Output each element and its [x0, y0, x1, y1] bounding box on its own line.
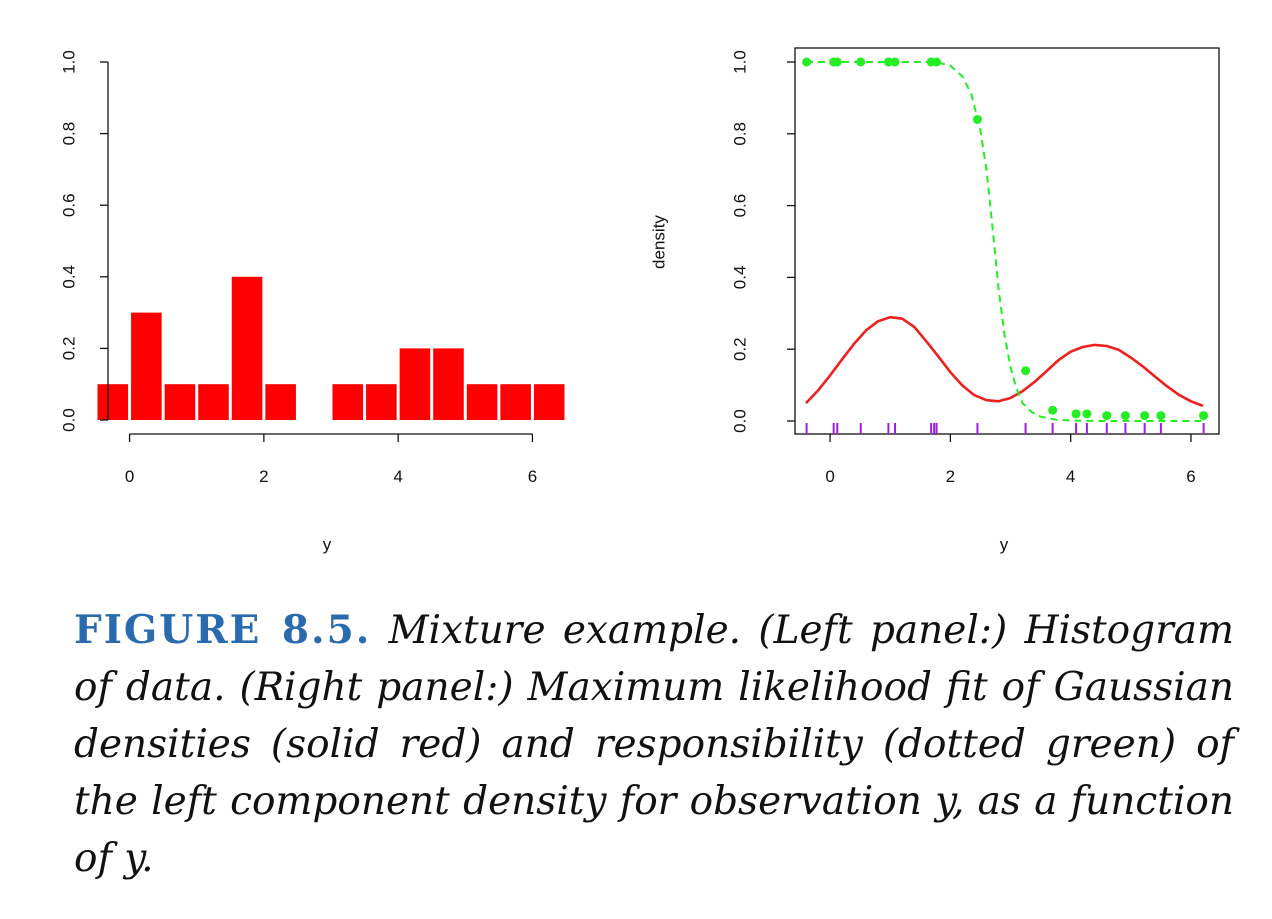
x-axis-title: y — [1000, 535, 1009, 554]
responsibility-point — [832, 57, 842, 67]
responsibility-line — [806, 61, 1203, 422]
histogram-bar — [332, 384, 364, 420]
responsibility-point — [1140, 411, 1150, 421]
histogram-bar — [366, 384, 397, 420]
responsibility-point — [1156, 411, 1166, 421]
histogram-bar — [97, 384, 129, 420]
responsibility-point — [972, 114, 982, 124]
histogram-bar — [466, 384, 498, 420]
x-tick-label: 4 — [393, 467, 402, 486]
histogram-bar — [265, 384, 296, 420]
responsibility-point — [932, 57, 942, 67]
y-tick-label: 0.6 — [59, 193, 78, 217]
y-tick-label: 0.4 — [59, 265, 78, 289]
responsibility-point — [1021, 366, 1031, 376]
y-tick-label: 1.0 — [59, 50, 78, 74]
y-tick-label: 0.8 — [59, 122, 78, 146]
histogram-bar — [198, 384, 229, 420]
histogram-bar — [533, 384, 565, 420]
y-tick-label: 0.4 — [730, 266, 749, 290]
x-tick-label: 2 — [259, 467, 268, 486]
responsibility-point — [1071, 409, 1081, 419]
responsibility-point — [1082, 409, 1092, 419]
x-tick-label: 4 — [1066, 467, 1075, 486]
x-tick-label: 0 — [125, 467, 134, 486]
y-axis-title: density — [649, 215, 668, 269]
x-tick-label: 6 — [1186, 467, 1195, 486]
responsibility-point — [856, 57, 866, 67]
responsibility-point — [1120, 411, 1130, 421]
x-axis-title: y — [323, 535, 332, 554]
caption-text: Mixture example. (Left panel:) Histogram… — [74, 608, 1234, 881]
y-tick-label: 0.0 — [59, 408, 78, 432]
plot-frame — [794, 47, 1220, 435]
density-line — [805, 315, 1204, 408]
responsibility-point — [1102, 411, 1112, 421]
responsibility-point — [802, 57, 812, 67]
y-tick-label: 0.8 — [730, 122, 749, 146]
histogram-bar — [164, 384, 196, 420]
figure-caption: FIGURE 8.5. Mixture example. (Left panel… — [74, 602, 1234, 887]
x-tick-label: 2 — [946, 467, 955, 486]
y-tick-label: 0.2 — [59, 337, 78, 361]
histogram-bar — [231, 276, 263, 420]
x-tick-label: 0 — [825, 467, 834, 486]
responsibility-point — [883, 57, 893, 67]
histogram-bar — [433, 348, 464, 420]
x-tick-label: 6 — [528, 467, 537, 486]
responsibility-point — [1048, 405, 1058, 415]
caption-label: FIGURE 8.5. — [74, 607, 372, 653]
histogram-bar — [399, 348, 431, 420]
responsibility-point — [890, 57, 900, 67]
y-tick-label: 0.2 — [730, 337, 749, 361]
y-tick-label: 0.6 — [730, 194, 749, 218]
right-panel-density: 0.0 0.2 0.4 0.6 0.8 1.0 density 0 2 4 6 y — [649, 47, 1220, 554]
y-tick-label: 0.0 — [730, 409, 749, 433]
histogram-bar — [500, 384, 531, 420]
figure-plots: 0.0 0.2 0.4 0.6 0.8 1.0 0 2 4 6 y 0.0 0.2 0.4 0.6 0.8 1… — [59, 47, 1220, 554]
histogram-bar — [131, 312, 162, 420]
left-panel-histogram: 0.0 0.2 0.4 0.6 0.8 1.0 0 2 4 6 y — [59, 50, 565, 554]
y-tick-label: 1.0 — [730, 50, 749, 74]
responsibility-point — [1199, 411, 1209, 421]
